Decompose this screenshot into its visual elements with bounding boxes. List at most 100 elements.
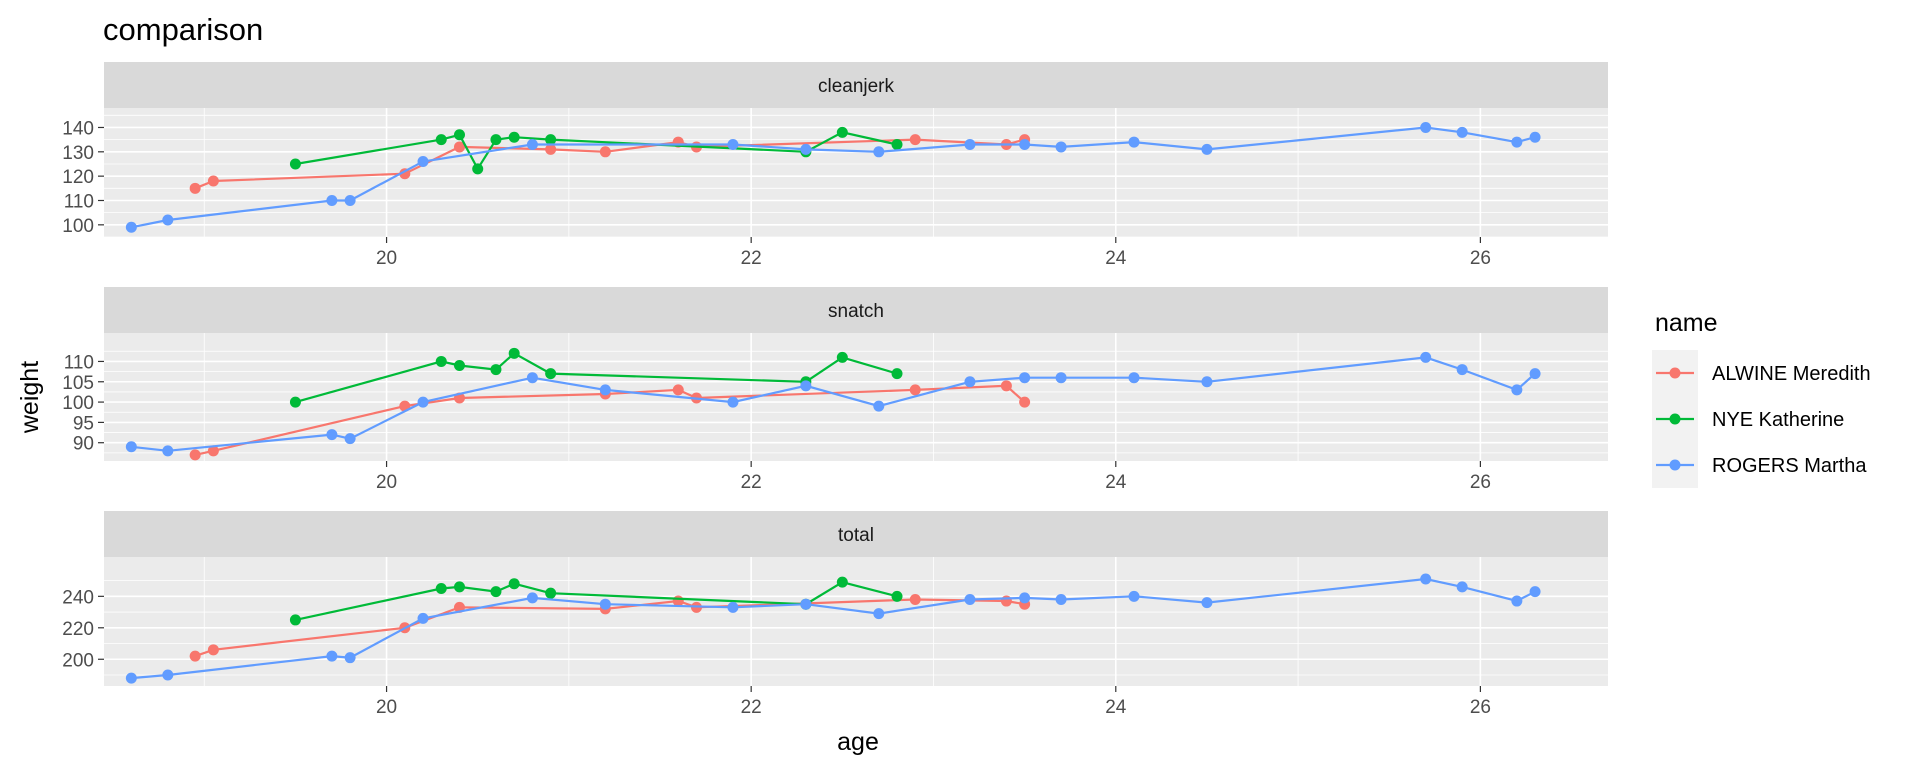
- x-tick-label: 26: [1470, 697, 1491, 718]
- data-point-alwine-meredith: [909, 134, 921, 146]
- data-point-nye-katherine: [435, 582, 447, 594]
- y-tick-label: 110: [64, 352, 94, 373]
- data-point-rogers-martha: [526, 592, 538, 604]
- data-point-rogers-martha: [964, 139, 976, 151]
- y-tick-label: 140: [62, 118, 94, 139]
- data-point-rogers-martha: [964, 376, 976, 388]
- x-tick-label: 24: [1105, 248, 1127, 269]
- data-point-rogers-martha: [1529, 368, 1541, 380]
- data-point-rogers-martha: [326, 429, 338, 441]
- data-point-rogers-martha: [1420, 351, 1432, 363]
- x-tick-label: 22: [741, 472, 762, 493]
- data-point-rogers-martha: [417, 612, 429, 624]
- data-point-rogers-martha: [1201, 597, 1213, 609]
- data-point-rogers-martha: [1128, 590, 1140, 602]
- legend: name ALWINE Meredith NYE Katherine ROGERS …: [1652, 309, 1871, 488]
- data-point-rogers-martha: [964, 593, 976, 605]
- facet-total: total 200 220 240 20 22 24 26: [62, 511, 1608, 718]
- data-point-rogers-martha: [873, 400, 885, 412]
- data-point-rogers-martha: [162, 214, 174, 226]
- facet-strip-label: cleanjerk: [818, 76, 895, 97]
- data-point-alwine-meredith: [189, 449, 201, 461]
- data-point-rogers-martha: [599, 384, 611, 396]
- data-point-nye-katherine: [453, 129, 465, 141]
- data-point-rogers-martha: [1201, 376, 1213, 388]
- data-point-rogers-martha: [1420, 121, 1432, 133]
- legend-label: NYE Katherine: [1712, 409, 1844, 431]
- facet-strip-label: snatch: [828, 301, 884, 322]
- y-tick-label: 220: [62, 619, 94, 640]
- data-point-rogers-martha: [417, 396, 429, 408]
- data-point-nye-katherine: [891, 139, 903, 151]
- data-point-alwine-meredith: [1000, 595, 1012, 607]
- data-point-nye-katherine: [490, 364, 502, 376]
- data-point-rogers-martha: [1511, 136, 1523, 148]
- data-point-rogers-martha: [1019, 592, 1031, 604]
- facet-cleanjerk: cleanjerk 100 110 120 130 140 20 22 24 26: [62, 62, 1608, 269]
- data-point-nye-katherine: [472, 163, 484, 175]
- legend-item: ALWINE Meredith: [1652, 350, 1871, 396]
- data-point-rogers-martha: [1019, 372, 1031, 384]
- data-point-rogers-martha: [125, 221, 137, 233]
- legend-key-point: [1669, 413, 1681, 425]
- legend-key-point: [1669, 459, 1681, 471]
- facet-strip-label: total: [838, 525, 874, 546]
- data-point-rogers-martha: [800, 143, 812, 155]
- data-point-rogers-martha: [1128, 136, 1140, 148]
- y-tick-label: 90: [73, 434, 94, 455]
- data-point-rogers-martha: [800, 598, 812, 610]
- data-point-nye-katherine: [453, 581, 465, 593]
- data-point-alwine-meredith: [189, 650, 201, 662]
- data-point-alwine-meredith: [207, 644, 219, 656]
- data-point-nye-katherine: [891, 590, 903, 602]
- data-point-rogers-martha: [326, 650, 338, 662]
- x-tick-label: 22: [741, 248, 762, 269]
- legend-label: ROGERS Martha: [1712, 455, 1867, 477]
- legend-item: NYE Katherine: [1652, 396, 1844, 442]
- plot-panel: [104, 333, 1608, 461]
- data-point-rogers-martha: [1511, 595, 1523, 607]
- data-point-nye-katherine: [508, 578, 520, 590]
- facet-strip: [104, 62, 1608, 108]
- data-point-nye-katherine: [836, 351, 848, 363]
- x-tick-label: 20: [376, 472, 397, 493]
- facet-strip: [104, 287, 1608, 333]
- data-point-rogers-martha: [125, 441, 137, 453]
- data-point-rogers-martha: [1055, 593, 1067, 605]
- data-point-nye-katherine: [508, 347, 520, 359]
- y-tick-label: 100: [62, 393, 94, 414]
- data-point-rogers-martha: [727, 396, 739, 408]
- data-point-rogers-martha: [1529, 131, 1541, 143]
- data-point-rogers-martha: [727, 601, 739, 613]
- chart-title: comparison: [103, 12, 263, 47]
- series-line-alwine-meredith: [194, 384, 1026, 456]
- data-point-alwine-meredith: [453, 141, 465, 153]
- data-point-alwine-meredith: [1019, 396, 1031, 408]
- data-point-rogers-martha: [344, 194, 356, 206]
- data-point-rogers-martha: [344, 433, 356, 445]
- legend-title: name: [1655, 309, 1718, 337]
- data-point-rogers-martha: [1456, 126, 1468, 138]
- data-point-nye-katherine: [545, 368, 557, 380]
- data-point-rogers-martha: [344, 652, 356, 664]
- data-point-alwine-meredith: [207, 175, 219, 187]
- data-point-nye-katherine: [435, 355, 447, 367]
- data-point-nye-katherine: [289, 396, 301, 408]
- y-tick-label: 200: [62, 650, 94, 671]
- facet-strip: [104, 511, 1608, 557]
- x-tick-label: 20: [376, 248, 397, 269]
- y-tick-label: 120: [62, 167, 94, 188]
- data-point-rogers-martha: [1055, 141, 1067, 153]
- legend-item: ROGERS Martha: [1652, 442, 1867, 488]
- x-axis-title: age: [837, 728, 879, 756]
- data-point-rogers-martha: [1456, 364, 1468, 376]
- data-point-rogers-martha: [1456, 581, 1468, 593]
- legend-key-point: [1669, 367, 1681, 379]
- data-point-nye-katherine: [508, 131, 520, 143]
- data-point-rogers-martha: [1529, 586, 1541, 598]
- data-point-alwine-meredith: [545, 143, 557, 155]
- data-point-rogers-martha: [162, 669, 174, 681]
- data-point-nye-katherine: [836, 576, 848, 588]
- data-point-rogers-martha: [873, 146, 885, 158]
